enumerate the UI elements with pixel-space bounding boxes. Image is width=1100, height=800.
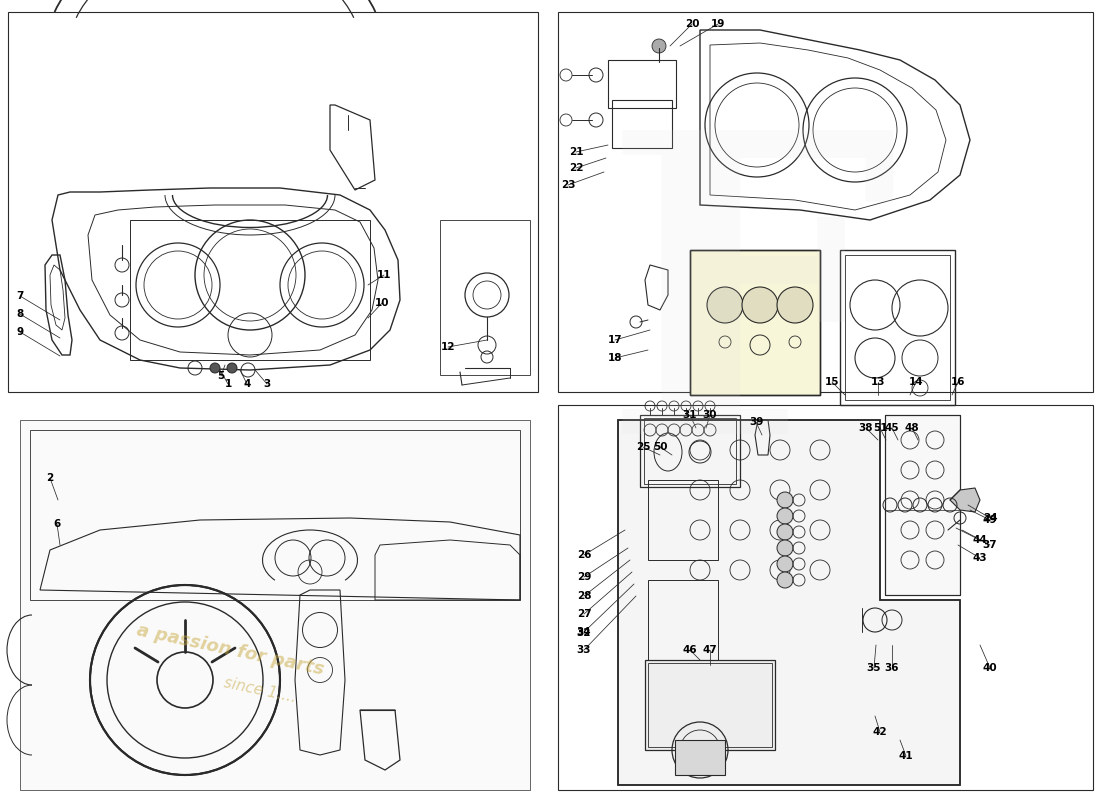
Circle shape [777,556,793,572]
Text: 19: 19 [711,19,725,29]
Text: 37: 37 [982,540,998,550]
Text: 46: 46 [683,645,697,655]
Text: 24: 24 [982,513,998,523]
Polygon shape [618,420,960,785]
Bar [608,60,676,108]
Bar [8,12,538,392]
Bar [648,663,772,747]
Text: a passion for parts: a passion for parts [134,622,326,678]
Bar [440,220,530,375]
Text: 17: 17 [607,335,623,345]
Text: 30: 30 [703,410,717,420]
Bar [840,250,955,405]
Text: 25: 25 [636,442,650,452]
Text: F: F [602,118,898,522]
Text: 10: 10 [375,298,389,308]
Bar [648,580,718,660]
Circle shape [652,39,666,53]
Circle shape [210,363,220,373]
Bar [675,740,725,775]
Polygon shape [950,488,980,512]
Text: 50: 50 [652,442,668,452]
Text: since 1....: since 1.... [222,675,298,705]
Text: 33: 33 [576,645,592,655]
Text: 7: 7 [16,291,24,301]
Text: 41: 41 [899,751,913,761]
Text: 4: 4 [243,379,251,389]
Text: 39: 39 [749,417,763,427]
Text: 48: 48 [904,423,920,433]
Text: 51: 51 [872,423,888,433]
Text: 3: 3 [263,379,271,389]
Bar [690,250,820,395]
Text: 2: 2 [46,473,54,483]
Text: 34: 34 [576,627,592,637]
Text: 47: 47 [703,645,717,655]
Bar [644,418,736,484]
Bar [558,405,1093,790]
Text: 36: 36 [884,663,900,673]
Text: 44: 44 [972,535,988,545]
Polygon shape [20,420,530,790]
Text: 20: 20 [684,19,700,29]
Text: 9: 9 [16,327,23,337]
Text: 27: 27 [576,609,592,619]
Text: 12: 12 [441,342,455,352]
Text: 42: 42 [872,727,888,737]
Text: 18: 18 [607,353,623,363]
Text: 35: 35 [867,663,881,673]
Text: 14: 14 [909,377,923,387]
Text: 16: 16 [950,377,966,387]
Text: 22: 22 [569,163,583,173]
Text: 49: 49 [982,515,998,525]
Text: 38: 38 [859,423,873,433]
Bar [690,250,820,395]
Bar [645,660,775,750]
Circle shape [777,524,793,540]
Bar [845,255,950,400]
Text: 32: 32 [576,628,592,638]
Circle shape [777,540,793,556]
Text: 45: 45 [884,423,900,433]
Circle shape [777,287,813,323]
Text: 23: 23 [561,180,575,190]
Text: 43: 43 [972,553,988,563]
Circle shape [777,572,793,588]
Text: 28: 28 [576,591,592,601]
Text: 29: 29 [576,572,591,582]
Circle shape [777,492,793,508]
Circle shape [227,363,236,373]
Text: 6: 6 [54,519,60,529]
Polygon shape [886,415,960,595]
Text: 11: 11 [376,270,392,280]
Bar [612,100,672,148]
Circle shape [777,508,793,524]
Text: 8: 8 [16,309,23,319]
Text: 31: 31 [683,410,697,420]
Text: 15: 15 [825,377,839,387]
Bar [130,220,370,360]
Text: 26: 26 [576,550,592,560]
Text: 21: 21 [569,147,583,157]
Bar [558,12,1093,392]
Text: 5: 5 [218,371,224,381]
Circle shape [742,287,778,323]
Circle shape [707,287,743,323]
Text: 1: 1 [224,379,232,389]
Bar [648,480,718,560]
Bar [640,415,740,487]
Text: 40: 40 [982,663,998,673]
Text: 13: 13 [871,377,886,387]
